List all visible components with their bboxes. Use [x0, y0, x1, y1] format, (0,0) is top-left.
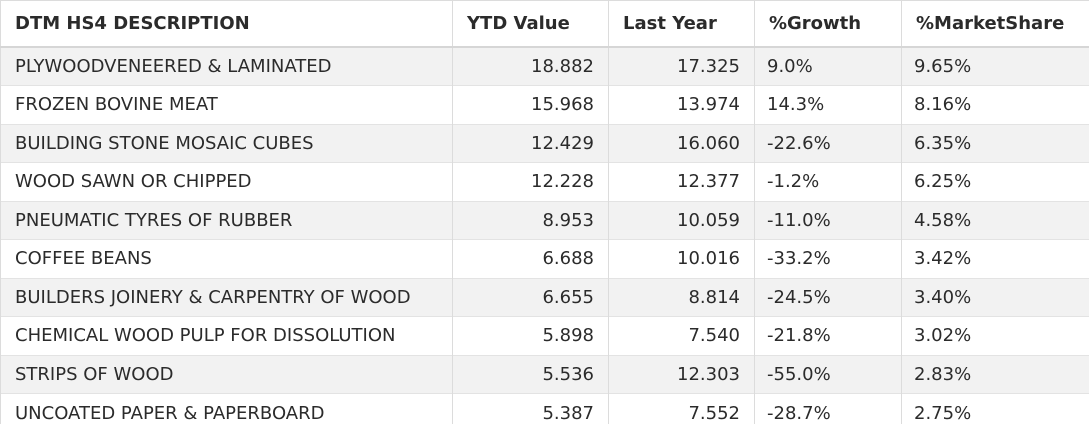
cell-market-share: 3.40% — [901, 277, 1089, 317]
cell-description: CHEMICAL WOOD PULP FOR DISSOLUTION — [0, 316, 453, 355]
cell-description: PNEUMATIC TYRES OF RUBBER — [0, 200, 453, 240]
table-row: STRIPS OF WOOD 5.536 12.303 -55.0% 2.83% — [0, 354, 1089, 394]
cell-last-year: 7.540 — [608, 316, 755, 355]
cell-market-share: 9.65% — [901, 46, 1089, 86]
column-header-last-year[interactable]: Last Year — [608, 1, 755, 48]
cell-description: COFFEE BEANS — [0, 239, 453, 278]
cell-market-share: 2.83% — [901, 354, 1089, 394]
cell-ytd-value: 8.953 — [452, 200, 609, 240]
cell-market-share: 4.58% — [901, 200, 1089, 240]
cell-growth: -24.5% — [754, 277, 902, 317]
cell-description: STRIPS OF WOOD — [0, 354, 453, 394]
cell-growth: -33.2% — [754, 239, 902, 278]
column-header-market-share[interactable]: %MarketShare — [901, 1, 1089, 48]
cell-last-year: 10.016 — [608, 239, 755, 278]
table-header-row: DTM HS4 DESCRIPTION YTD Value Last Year … — [0, 1, 1089, 48]
cell-market-share: 6.25% — [901, 162, 1089, 201]
cell-description: UNCOATED PAPER & PAPERBOARD — [0, 393, 453, 424]
cell-market-share: 2.75% — [901, 393, 1089, 424]
cell-market-share: 8.16% — [901, 85, 1089, 124]
cell-ytd-value: 12.429 — [452, 123, 609, 163]
cell-growth: 9.0% — [754, 46, 902, 86]
table-row: PNEUMATIC TYRES OF RUBBER 8.953 10.059 -11.… — [0, 200, 1089, 240]
table-row: FROZEN BOVINE MEAT 15.968 13.974 14.3% 8.16% — [0, 85, 1089, 124]
cell-last-year: 12.303 — [608, 354, 755, 394]
cell-description: FROZEN BOVINE MEAT — [0, 85, 453, 124]
cell-ytd-value: 15.968 — [452, 85, 609, 124]
table-row: PLYWOODVENEERED & LAMINATED 18.882 17.325 9… — [0, 46, 1089, 86]
table-row: WOOD SAWN OR CHIPPED 12.228 12.377 -1.2% 6.2… — [0, 162, 1089, 201]
cell-growth: -55.0% — [754, 354, 902, 394]
cell-ytd-value: 5.898 — [452, 316, 609, 355]
column-header-ytd-value[interactable]: YTD Value — [452, 1, 609, 48]
cell-growth: -11.0% — [754, 200, 902, 240]
cell-ytd-value: 18.882 — [452, 46, 609, 86]
column-header-growth[interactable]: %Growth — [754, 1, 902, 48]
cell-last-year: 8.814 — [608, 277, 755, 317]
table-row: BUILDERS JOINERY & CARPENTRY OF WOOD 6.65… — [0, 277, 1089, 317]
cell-description: WOOD SAWN OR CHIPPED — [0, 162, 453, 201]
cell-growth: -21.8% — [754, 316, 902, 355]
cell-last-year: 12.377 — [608, 162, 755, 201]
cell-last-year: 10.059 — [608, 200, 755, 240]
cell-growth: -28.7% — [754, 393, 902, 424]
table-body: PLYWOODVENEERED & LAMINATED 18.882 17.325 9… — [0, 46, 1089, 424]
cell-last-year: 16.060 — [608, 123, 755, 163]
cell-market-share: 3.42% — [901, 239, 1089, 278]
cell-growth: 14.3% — [754, 85, 902, 124]
table-row: UNCOATED PAPER & PAPERBOARD 5.387 7.552 -28… — [0, 393, 1089, 424]
cell-market-share: 6.35% — [901, 123, 1089, 163]
cell-market-share: 3.02% — [901, 316, 1089, 355]
cell-ytd-value: 6.688 — [452, 239, 609, 278]
cell-description: PLYWOODVENEERED & LAMINATED — [0, 46, 453, 86]
cell-ytd-value: 12.228 — [452, 162, 609, 201]
cell-description: BUILDERS JOINERY & CARPENTRY OF WOOD — [0, 277, 453, 317]
table-row: CHEMICAL WOOD PULP FOR DISSOLUTION 5.898 7… — [0, 316, 1089, 355]
cell-ytd-value: 5.536 — [452, 354, 609, 394]
cell-description: BUILDING STONE MOSAIC CUBES — [0, 123, 453, 163]
cell-last-year: 13.974 — [608, 85, 755, 124]
cell-last-year: 17.325 — [608, 46, 755, 86]
cell-growth: -22.6% — [754, 123, 902, 163]
column-header-description[interactable]: DTM HS4 DESCRIPTION — [0, 1, 453, 48]
cell-ytd-value: 6.655 — [452, 277, 609, 317]
cell-last-year: 7.552 — [608, 393, 755, 424]
cell-ytd-value: 5.387 — [452, 393, 609, 424]
table-row: BUILDING STONE MOSAIC CUBES 12.429 16.060-… — [0, 123, 1089, 163]
table-row: COFFEE BEANS 6.688 10.016 -33.2% 3.42% — [0, 239, 1089, 278]
cell-growth: -1.2% — [754, 162, 902, 201]
